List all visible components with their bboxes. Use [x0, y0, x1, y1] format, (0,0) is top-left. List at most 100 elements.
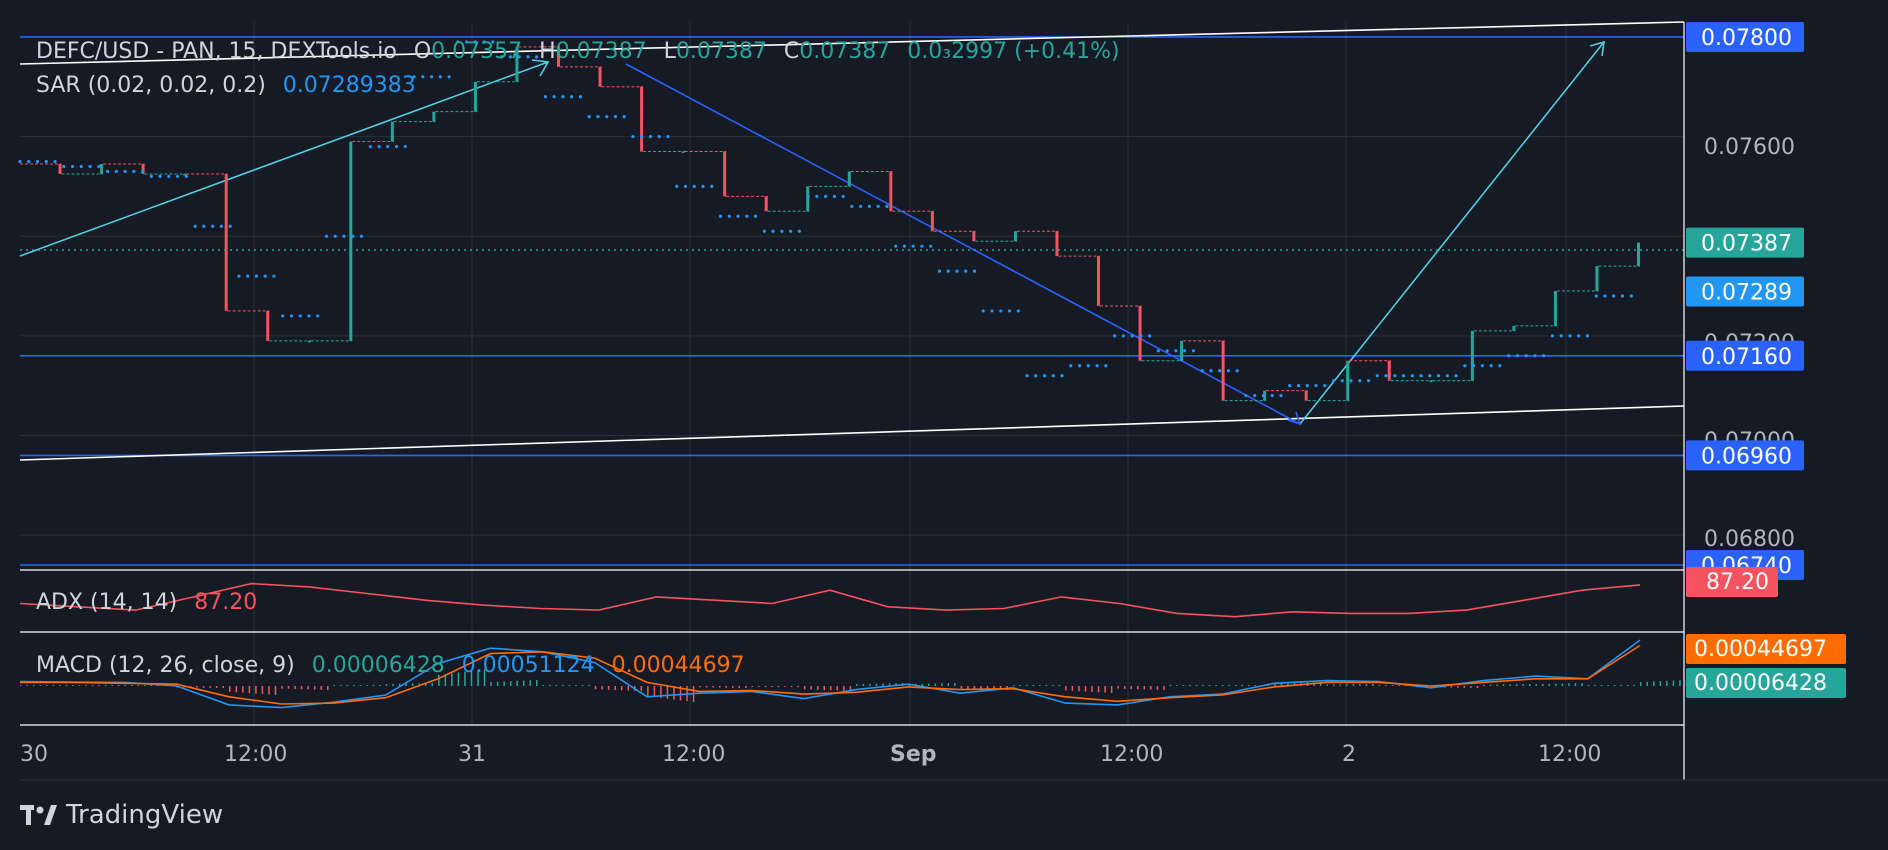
sar-dot	[745, 214, 749, 218]
sar-dot	[613, 115, 618, 119]
sar-dot	[631, 134, 635, 139]
macd-hist-bar	[1228, 685, 1230, 686]
macd-hist-bar	[718, 686, 721, 688]
price-badges: 0.078000.073870.072890.071600.069600.067…	[1686, 21, 1804, 580]
sar-dot	[123, 169, 127, 174]
arrowhead	[531, 59, 550, 77]
sar-dot	[429, 75, 434, 79]
sar-legend-value: 0.07289383	[283, 73, 416, 98]
macd-hist-bar	[1123, 686, 1126, 689]
macd-hist-bar	[1248, 685, 1250, 686]
legend-high: 0.07387	[556, 39, 647, 64]
sar-dot	[1410, 374, 1414, 378]
sar-dot	[464, 40, 469, 44]
sar-dot	[1445, 374, 1449, 378]
sar-dot	[228, 224, 232, 228]
sar-dot	[1393, 374, 1397, 378]
macd-hist-bar	[941, 683, 943, 686]
macd-hist-bar	[522, 680, 525, 686]
macd-hist-bar	[229, 686, 231, 692]
legend-main[interactable]: DEFC/USD - PAN, 15, DEXTools.io O0.07357…	[36, 39, 1120, 98]
sar-dot	[158, 174, 162, 179]
macd-hist-bar	[327, 686, 329, 690]
sar-dot	[911, 244, 915, 248]
sar-dot	[1314, 384, 1318, 388]
sar-dot	[718, 214, 723, 218]
adx-legend[interactable]: ADX (14, 14) 87.20	[36, 590, 257, 615]
horizontal-levels[interactable]	[20, 36, 1684, 566]
macd-hist-bar	[20, 685, 22, 686]
sar-dot	[219, 224, 224, 228]
macd-hist-bar	[470, 670, 473, 686]
candle	[1346, 360, 1350, 401]
sar-dot	[1007, 309, 1012, 313]
macd-hist-bar	[1542, 683, 1544, 686]
candle	[515, 46, 519, 82]
macd-hist-bar	[1319, 682, 1322, 686]
candle	[640, 86, 644, 152]
candle	[1097, 256, 1100, 306]
tradingview-brand[interactable]: TradingView	[20, 800, 223, 830]
macd-hist-bar	[1202, 685, 1204, 686]
time-tick: 12:00	[224, 742, 287, 767]
sar-dot	[140, 169, 145, 174]
macd-hist-bar	[144, 685, 146, 686]
grid	[20, 22, 1684, 725]
macd-legend-macd: 0.00051124	[462, 653, 595, 678]
brand-name: TradingView	[66, 800, 224, 830]
macd-hist-bar	[1045, 685, 1048, 686]
macd-hist-bar	[1633, 685, 1635, 686]
macd-hist-bar	[862, 683, 865, 686]
sar-dot	[482, 40, 486, 44]
macd-hist-bar	[385, 684, 388, 686]
macd-hist-bar	[1555, 683, 1557, 686]
price-badge-label: 0.07800	[1701, 26, 1792, 51]
macd-hist-bar	[1039, 685, 1041, 686]
sar-dot	[561, 95, 565, 99]
macd-hist-bar	[581, 685, 584, 686]
macd-hist-bar	[1653, 681, 1655, 686]
sar-dot	[894, 244, 898, 248]
candle	[557, 46, 560, 67]
time-axis[interactable]: 30 12:00 31 12:00 Sep 12:00 2 12:00	[20, 742, 1601, 767]
sar-dot	[535, 55, 539, 59]
macd-hist-bar	[640, 686, 643, 691]
macd-hist-bar	[1470, 686, 1472, 688]
macd-hist-bar	[477, 669, 479, 686]
macd-hist-bar	[1032, 685, 1034, 686]
time-tick: 30	[20, 742, 48, 767]
macd-hist-bar	[986, 686, 989, 690]
sar-dot	[806, 194, 810, 198]
candle	[1138, 305, 1142, 361]
macd-hist-bar	[927, 683, 930, 686]
macd-hist-bar	[483, 669, 486, 686]
macd-hist-bar	[215, 686, 218, 688]
macd-hist-bar	[1640, 682, 1642, 686]
macd-legend[interactable]: MACD (12, 26, close, 9) 0.00006428 0.000…	[36, 653, 745, 678]
sar-dot	[1060, 374, 1064, 378]
macd-hist-bar	[1528, 684, 1531, 686]
candle	[1512, 325, 1516, 331]
sar-dot	[368, 144, 372, 149]
macd-hist-bar	[1150, 686, 1152, 690]
macd-hist-bar	[46, 685, 48, 686]
macd-hist-bar	[973, 686, 976, 689]
macd-hist-bar	[1607, 685, 1609, 686]
macd-hist-bar	[699, 686, 701, 688]
sar-dot	[1428, 374, 1432, 378]
legend-close: 0.07387	[799, 39, 890, 64]
candle	[390, 121, 394, 142]
macd-hist-bar	[451, 673, 453, 686]
macd-hist-bar	[509, 681, 512, 686]
sar-dot	[972, 269, 977, 273]
macd-hist-bar	[1679, 680, 1681, 686]
macd-hist-bar	[294, 686, 296, 689]
sar-dot	[1577, 334, 1581, 338]
macd-hist-bar	[849, 686, 852, 691]
macd-hist-bar	[1221, 685, 1224, 686]
macd-hist-bar	[816, 686, 819, 690]
macd-hist-bar	[1235, 685, 1237, 686]
macd-hist-bar	[1561, 683, 1564, 686]
macd-hist-bar	[1012, 685, 1015, 686]
